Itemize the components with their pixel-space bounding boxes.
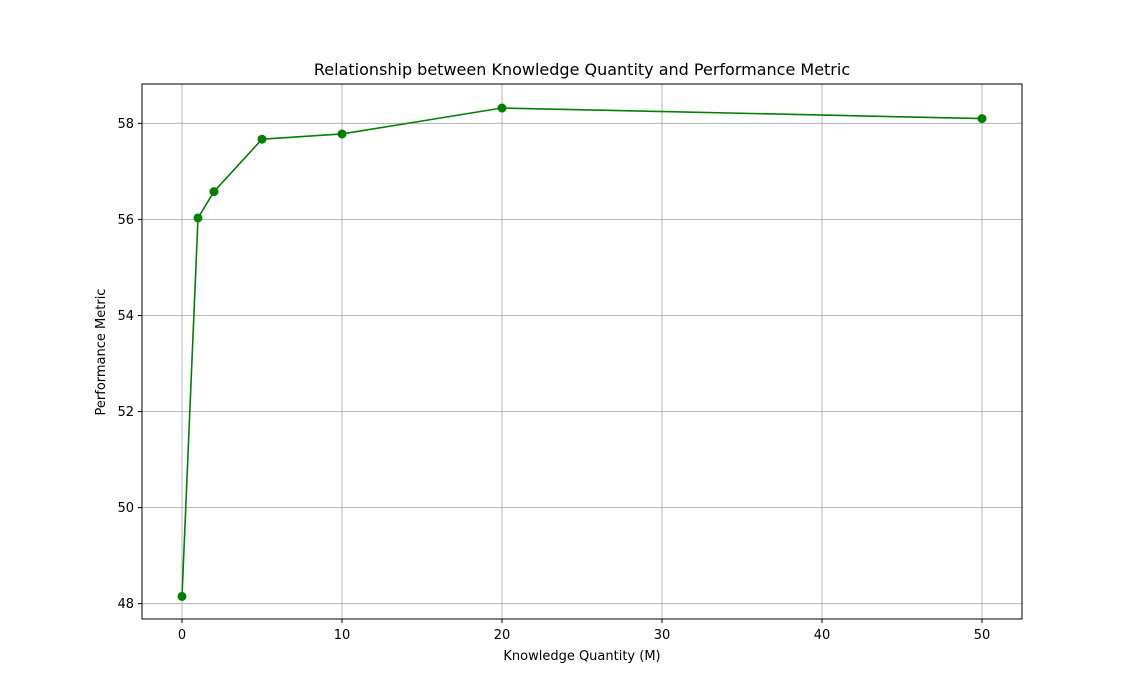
x-tick-label: 10 xyxy=(334,628,351,643)
y-tick-label: 52 xyxy=(117,405,134,420)
data-point xyxy=(209,187,219,197)
series-line xyxy=(181,107,983,597)
data-point xyxy=(193,213,203,223)
y-tick-label: 50 xyxy=(117,501,134,516)
data-point xyxy=(337,129,347,139)
y-tick-label: 56 xyxy=(117,213,134,228)
data-point xyxy=(257,134,267,144)
x-tick-label: 30 xyxy=(654,628,671,643)
data-point xyxy=(497,103,507,113)
series-layer xyxy=(177,103,987,601)
plot-frame xyxy=(141,83,1023,620)
y-axis-label: Performance Metric xyxy=(94,289,109,416)
x-tick-label: 0 xyxy=(178,628,186,643)
chart-title: Relationship between Knowledge Quantity … xyxy=(314,60,850,79)
y-tick-label: 54 xyxy=(117,309,134,324)
y-tick-label: 48 xyxy=(117,597,134,612)
data-point xyxy=(177,591,187,601)
y-tick-label: 58 xyxy=(117,117,134,132)
data-point xyxy=(977,114,987,124)
x-axis-label: Knowledge Quantity (M) xyxy=(503,649,660,664)
tick-layer: 0 10 20 30 40 50 48 50 52 54 56 58 xyxy=(117,117,990,643)
x-tick-label: 20 xyxy=(494,628,511,643)
grid-layer xyxy=(142,84,1022,619)
x-tick-label: 40 xyxy=(814,628,831,643)
x-tick-label: 50 xyxy=(974,628,991,643)
